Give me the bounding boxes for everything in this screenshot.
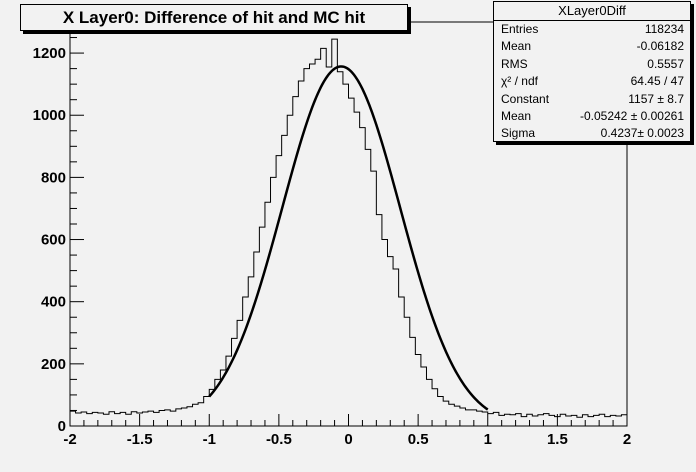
stats-value: 0.4237± 0.0023 [600,126,684,141]
stats-label: χ² / ndf [501,74,538,89]
x-tick-label: 0 [344,431,352,448]
y-tick-label: 400 [41,294,66,311]
stats-label: Sigma [501,126,536,141]
stats-value: -0.05242 ± 0.00261 [579,108,684,123]
x-tick-label: 0.5 [408,431,429,448]
chart-title-box: X Layer0: Difference of hit and MC hit [20,4,408,31]
stats-row-rms: RMS 0.5557 [494,56,690,73]
stats-name: XLayer0Diff [494,2,690,21]
stats-label: Mean [501,39,532,54]
stats-row-fit-mean: Mean -0.05242 ± 0.00261 [494,108,690,125]
stats-label: Mean [501,108,532,123]
y-tick-label: 1000 [33,107,66,124]
x-axis: -2 -1.5 -1 -0.5 0 0.5 1 1.5 2 [63,414,631,448]
stats-value: 118234 [644,22,684,36]
x-tick-label: -1.5 [127,431,153,448]
y-tick-label: 0 [58,418,66,435]
y-tick-label: 200 [41,356,66,373]
y-tick-label: 600 [41,232,66,249]
stats-row-entries: Entries 118234 [494,21,690,38]
x-tick-label: 1.5 [547,431,568,448]
stats-value: -0.06182 [636,39,684,54]
stats-value: 1157 ± 8.7 [628,91,684,106]
x-tick-label: -2 [63,431,76,448]
stats-row-chi2: χ² / ndf 64.45 / 47 [494,73,690,90]
y-tick-label: 1200 [33,45,66,62]
stats-row-mean: Mean -0.06182 [494,38,690,55]
stats-value: 64.45 / 47 [630,74,684,89]
gaussian-fit-curve [208,65,489,411]
stats-value: 0.5557 [647,56,684,71]
y-axis: 0 200 400 600 800 1000 1200 [33,21,84,435]
x-tick-label: -0.5 [266,431,292,448]
histogram-steps [69,38,628,426]
stats-row-constant: Constant 1157 ± 8.7 [494,91,690,108]
stats-row-sigma: Sigma 0.4237± 0.0023 [494,125,690,142]
x-tick-label: 2 [623,431,631,448]
stats-label: RMS [501,56,528,71]
stats-box: XLayer0Diff Entries 118234 Mean -0.06182… [493,1,691,142]
stats-label: Entries [501,22,539,36]
chart-title: X Layer0: Difference of hit and MC hit [62,8,366,27]
stats-label: Constant [501,91,550,106]
x-tick-label: 1 [484,431,492,448]
x-tick-label: -1 [203,431,216,448]
y-tick-label: 800 [41,169,66,186]
